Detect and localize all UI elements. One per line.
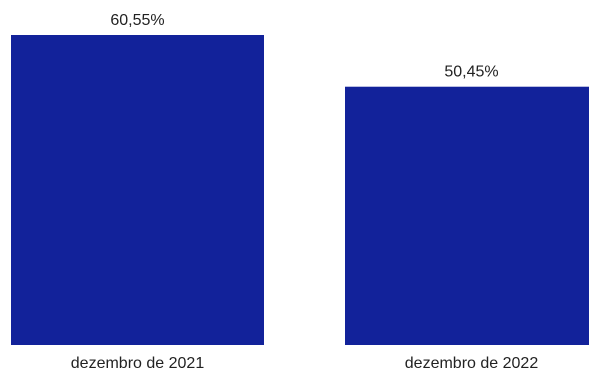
category-label-2: dezembro de 2022	[405, 355, 539, 372]
bar-1	[11, 35, 264, 345]
category-labels-group: dezembro de 2021 dezembro de 2022	[71, 355, 539, 372]
value-labels-group: 60,55% 50,45%	[110, 12, 498, 81]
bars-group	[11, 35, 589, 346]
data-label-2: 50,45%	[444, 64, 498, 81]
data-label-1: 60,55%	[110, 12, 164, 29]
category-label-1: dezembro de 2021	[71, 355, 205, 372]
bar-2	[345, 86, 589, 346]
